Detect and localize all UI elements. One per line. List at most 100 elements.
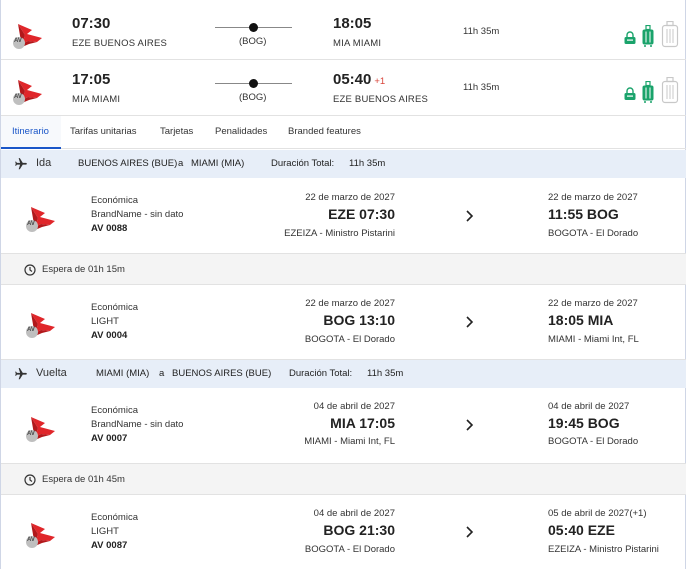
chevron-right-icon <box>465 315 475 334</box>
route-origin: BUENOS AIRES (BUE) <box>78 158 178 169</box>
arrival-airport: BOGOTA - El Dorado <box>548 228 639 239</box>
departure-time: 07:30 <box>72 15 111 32</box>
arrival-time: 18:05 MIA <box>548 312 614 328</box>
departure-airport: EZEIZA - Ministro Pistarini <box>284 228 395 239</box>
stop-airport: (BOG) <box>239 36 267 47</box>
inbound-header: Vuelta MIAMI (MIA) a BUENOS AIRES (BUE) … <box>1 360 686 388</box>
logo-badge: AV <box>27 431 35 437</box>
arrival-time: 05:40 EZE <box>548 522 615 538</box>
checked-bag-icon <box>661 76 679 110</box>
flight-segment: AV Económica BrandName - sin dato AV 008… <box>1 179 686 254</box>
total-duration: 11h 35m <box>367 368 404 379</box>
cabin-class: Económica <box>91 302 138 313</box>
airline-logo-icon <box>13 20 45 55</box>
departure-date: 22 de marzo de 2027 <box>305 298 395 309</box>
stop-airport: (BOG) <box>239 92 267 103</box>
route-separator: a <box>159 368 165 379</box>
logo-badge: AV <box>27 537 35 543</box>
layover-text: Espera de 01h 45m <box>42 474 125 485</box>
tab-tarjetas[interactable]: Tarjetas <box>160 126 194 137</box>
arrival-time: 19:45 BOG <box>548 415 620 431</box>
chevron-right-icon <box>465 418 475 437</box>
direction-label: Vuelta <box>36 367 67 379</box>
personal-item-icon <box>623 31 637 50</box>
departure-date: 04 de abril de 2027 <box>313 401 395 412</box>
arrival-date: 04 de abril de 2027 <box>548 401 630 412</box>
flight-segment: AV Económica LIGHT AV 0004 22 de marzo d… <box>1 285 686 360</box>
tab-branded-features[interactable]: Branded features <box>288 126 361 137</box>
carry-on-icon <box>641 80 655 108</box>
flight-number: AV 0087 <box>91 540 128 551</box>
arrival-airport: MIAMI - Miami Int, FL <box>548 334 639 345</box>
summary-row-outbound[interactable]: AV 07:30 EZE BUENOS AIRES (BOG) 18:05 MI… <box>1 4 686 60</box>
chevron-right-icon <box>465 525 475 544</box>
tab-tarifas-unitarias[interactable]: Tarifas unitarias <box>70 126 137 137</box>
fare-brand: BrandName - sin dato <box>91 419 184 430</box>
departure-city: EZE BUENOS AIRES <box>72 38 168 49</box>
departure-time: 17:05 <box>72 71 111 88</box>
departure-airport: BOGOTA - El Dorado <box>304 544 395 555</box>
flight-number: AV 0004 <box>91 330 128 341</box>
logo-badge: AV <box>14 38 22 44</box>
total-duration-label: Duración Total: <box>289 368 353 379</box>
cabin-class: Económica <box>91 512 138 523</box>
departure-date: 04 de abril de 2027 <box>313 508 395 519</box>
route-separator: a <box>178 158 184 169</box>
airline-logo-icon <box>26 413 58 448</box>
total-duration-label: Duración Total: <box>271 158 335 169</box>
departure-city: MIA MIAMI <box>72 94 121 105</box>
arrival-airport: BOGOTA - El Dorado <box>548 436 639 447</box>
total-duration: 11h 35m <box>349 158 386 169</box>
arrival-time: 05:40 +1 <box>333 71 386 88</box>
detail-tabs: Itinerario Tarifas unitarias Tarjetas Pe… <box>1 116 686 149</box>
departure-time: BOG 13:10 <box>323 312 395 328</box>
logo-badge: AV <box>27 221 35 227</box>
fare-brand: LIGHT <box>91 316 119 327</box>
layover: Espera de 01h 45m <box>1 464 686 495</box>
departure-time: MIA 17:05 <box>330 415 395 431</box>
airline-logo-icon <box>26 203 58 238</box>
arrival-date: 22 de marzo de 2027 <box>548 298 638 309</box>
route-destination: MIAMI (MIA) <box>191 158 245 169</box>
plane-icon <box>14 157 28 176</box>
direction-label: Ida <box>36 157 52 169</box>
airline-logo-icon <box>13 76 45 111</box>
flight-segment: AV Económica BrandName - sin dato AV 000… <box>1 389 686 464</box>
chevron-right-icon <box>465 209 475 228</box>
layover: Espera de 01h 15m <box>1 254 686 285</box>
departure-airport: BOGOTA - El Dorado <box>304 334 395 345</box>
flight-number: AV 0007 <box>91 433 128 444</box>
trip-duration: 11h 35m <box>463 26 500 37</box>
cabin-class: Económica <box>91 405 138 416</box>
route-destination: BUENOS AIRES (BUE) <box>172 368 272 379</box>
arrival-city: MIA MIAMI <box>333 38 382 49</box>
arrival-airport: EZEIZA - Ministro Pistarini <box>548 544 659 555</box>
carry-on-icon <box>641 24 655 52</box>
clock-icon <box>24 263 36 281</box>
departure-date: 22 de marzo de 2027 <box>305 192 395 203</box>
cabin-class: Económica <box>91 195 138 206</box>
flight-number: AV 0088 <box>91 223 128 234</box>
summary-row-inbound[interactable]: AV 17:05 MIA MIAMI (BOG) 05:40 +1 EZE BUE… <box>1 60 686 116</box>
plane-icon <box>14 367 28 386</box>
arrival-city: EZE BUENOS AIRES <box>333 94 429 105</box>
stop-dot <box>249 23 258 32</box>
arrival-time: 18:05 <box>333 15 372 32</box>
fare-brand: LIGHT <box>91 526 119 537</box>
tab-penalidades[interactable]: Penalidades <box>215 126 268 137</box>
day-offset: +1 <box>374 76 386 87</box>
checked-bag-icon <box>661 20 679 54</box>
logo-badge: AV <box>14 94 22 100</box>
airline-logo-icon <box>26 309 58 344</box>
logo-badge: AV <box>27 327 35 333</box>
route-origin: MIAMI (MIA) <box>96 368 150 379</box>
outbound-header: Ida BUENOS AIRES (BUE) a MIAMI (MIA) Dur… <box>1 150 686 178</box>
airline-logo-icon <box>26 519 58 554</box>
trip-duration: 11h 35m <box>463 82 500 93</box>
tab-itinerario[interactable]: Itinerario <box>1 116 61 149</box>
departure-airport: MIAMI - Miami Int, FL <box>304 436 395 447</box>
flight-segment: AV Económica LIGHT AV 0087 04 de abril d… <box>1 495 686 569</box>
personal-item-icon <box>623 87 637 106</box>
stop-dot <box>249 79 258 88</box>
